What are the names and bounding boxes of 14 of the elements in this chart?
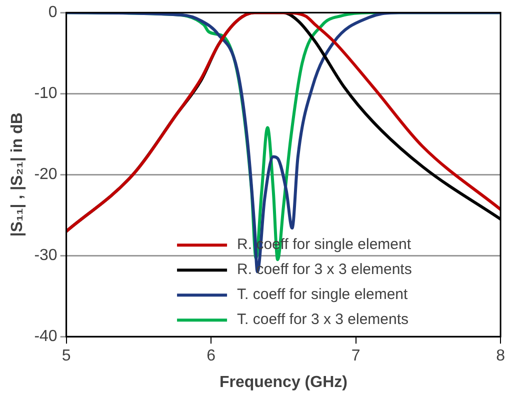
y-tick-label: -20: [34, 166, 58, 184]
x-tick-label: 8: [496, 348, 506, 365]
x-axis-title: Frequency (GHz): [219, 374, 348, 391]
legend-label: T. coeff for 3 x 3 elements: [237, 311, 409, 328]
y-tick-label: 0: [48, 4, 58, 22]
y-tick-label: -30: [34, 247, 58, 264]
y-tick-label: -40: [34, 328, 58, 346]
legend-label: T. coeff for single element: [237, 286, 409, 304]
x-tick-label: 5: [62, 348, 71, 365]
legend-label: R. coeff for 3 x 3 elements: [237, 261, 412, 278]
y-axis-title: |S₁₁| , |S₂₁| in dB: [9, 112, 26, 237]
x-tick-label: 7: [351, 348, 360, 365]
y-tick-label: -10: [34, 85, 58, 102]
x-tick-label: 6: [206, 348, 216, 365]
